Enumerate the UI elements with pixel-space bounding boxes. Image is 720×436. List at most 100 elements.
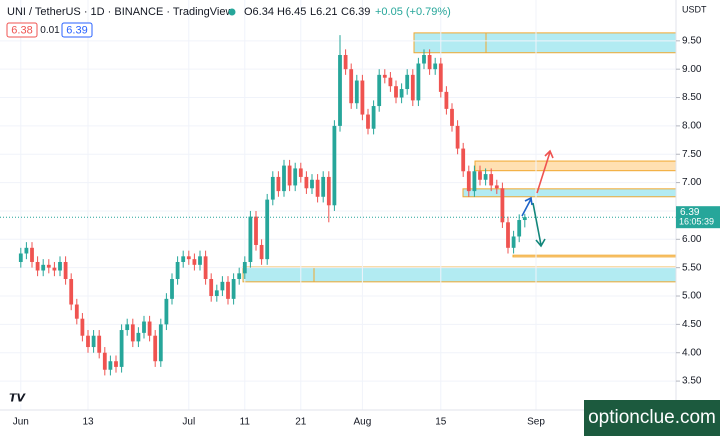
y-tick-label: 9.50 [682, 35, 702, 46]
candle-body [388, 77, 393, 87]
candle-body [147, 321, 152, 336]
candle-body [136, 332, 141, 342]
arrow-up-red [536, 149, 554, 194]
candle-body [175, 261, 180, 280]
candle-body [270, 176, 275, 200]
last-price-label: 6.39 [680, 207, 700, 218]
buy-button[interactable] [61, 22, 93, 38]
candle-body [494, 185, 499, 189]
y-tick-label: 7.00 [682, 177, 702, 188]
zone [512, 254, 677, 258]
candle-body [517, 220, 522, 237]
candle-body [35, 261, 40, 271]
watermark-box [584, 400, 720, 436]
candle-body [483, 174, 488, 180]
candle-body [158, 324, 163, 362]
candle-body [226, 281, 230, 299]
tv-logo: 𝙏𝙑 [8, 392, 26, 404]
candle-body [377, 74, 382, 107]
candle-body [438, 63, 443, 92]
candle-body [192, 259, 197, 265]
spread: 0.01 [40, 25, 60, 36]
candle-body [416, 63, 421, 101]
candle-body [455, 125, 460, 149]
zone [462, 188, 677, 198]
candle-body [466, 171, 471, 192]
candle-body [80, 318, 85, 336]
candle-body [181, 256, 186, 262]
x-tick-label: Sep [527, 417, 545, 428]
arrows [521, 149, 554, 248]
y-tick-label: 9.00 [682, 64, 702, 75]
candle-body [338, 55, 342, 126]
candle-body [237, 273, 242, 280]
ohlc-open: O6.34 [244, 6, 274, 18]
candle-body [142, 321, 146, 333]
ohlc-low: L6.21 [310, 6, 338, 18]
candle-body [472, 171, 477, 192]
y-tick-label: 8.00 [682, 121, 702, 132]
candle-body [461, 148, 466, 172]
last-price-box [676, 206, 720, 229]
sell-button[interactable] [6, 22, 38, 38]
candle-body [343, 55, 348, 70]
candle-body [91, 335, 96, 348]
ohlc-close: C6.39 [341, 6, 370, 18]
candle-body [489, 174, 494, 186]
zone [413, 32, 677, 54]
symbol-title: UNI / TetherUS · 1D · BINANCE · TradingV… [7, 6, 233, 18]
y-tick-label: 6.00 [682, 234, 702, 245]
candle-body [164, 298, 169, 325]
candle-body [427, 55, 432, 70]
y-tick-label: 4.50 [682, 319, 702, 330]
candle-body [30, 247, 34, 262]
candle-body [125, 324, 130, 331]
x-tick-label: 21 [295, 417, 307, 428]
countdown-label: 16:05:39 [679, 217, 714, 227]
zone [474, 160, 677, 172]
candle-body [293, 168, 298, 186]
candle-body [444, 91, 449, 109]
y-tick-label: 8.50 [682, 92, 702, 103]
zone [242, 266, 677, 283]
candle-body [287, 165, 292, 186]
candle-body [354, 80, 359, 104]
x-tick-label: Aug [354, 417, 372, 428]
candle-body [153, 335, 158, 362]
candle-body [108, 361, 113, 370]
candle-body [24, 247, 29, 254]
candle-body [18, 253, 23, 262]
candle-body [58, 261, 62, 271]
candle-body [349, 69, 354, 104]
candle-body [86, 335, 90, 348]
candle-body [74, 304, 79, 319]
candle-body [265, 199, 270, 260]
candle-body [214, 290, 219, 297]
candle-body [298, 168, 303, 177]
ohlc-change: +0.05 (+0.79%) [375, 6, 451, 18]
candle-body [242, 261, 247, 274]
arrow-down-green [532, 202, 546, 248]
candle-body [203, 256, 208, 280]
candle-body [304, 176, 309, 189]
candle-body [130, 324, 135, 342]
candle-body [52, 267, 57, 271]
candle-body [310, 179, 314, 189]
y-tick-label: 3.50 [682, 376, 702, 387]
candle-body [276, 176, 281, 192]
sell-price[interactable]: 6.38 [11, 24, 32, 36]
candle-body [69, 279, 74, 305]
candle-body [478, 171, 482, 180]
candle-body [326, 176, 331, 206]
candle-body [186, 256, 191, 260]
buy-price[interactable]: 6.39 [66, 24, 87, 36]
candle-body [500, 188, 505, 223]
candle-body [114, 361, 118, 367]
status-dot [228, 8, 236, 16]
candle-body [394, 86, 398, 98]
x-tick-label: 11 [240, 417, 251, 428]
candle-body [399, 89, 404, 98]
y-tick-label: 5.00 [682, 291, 702, 302]
